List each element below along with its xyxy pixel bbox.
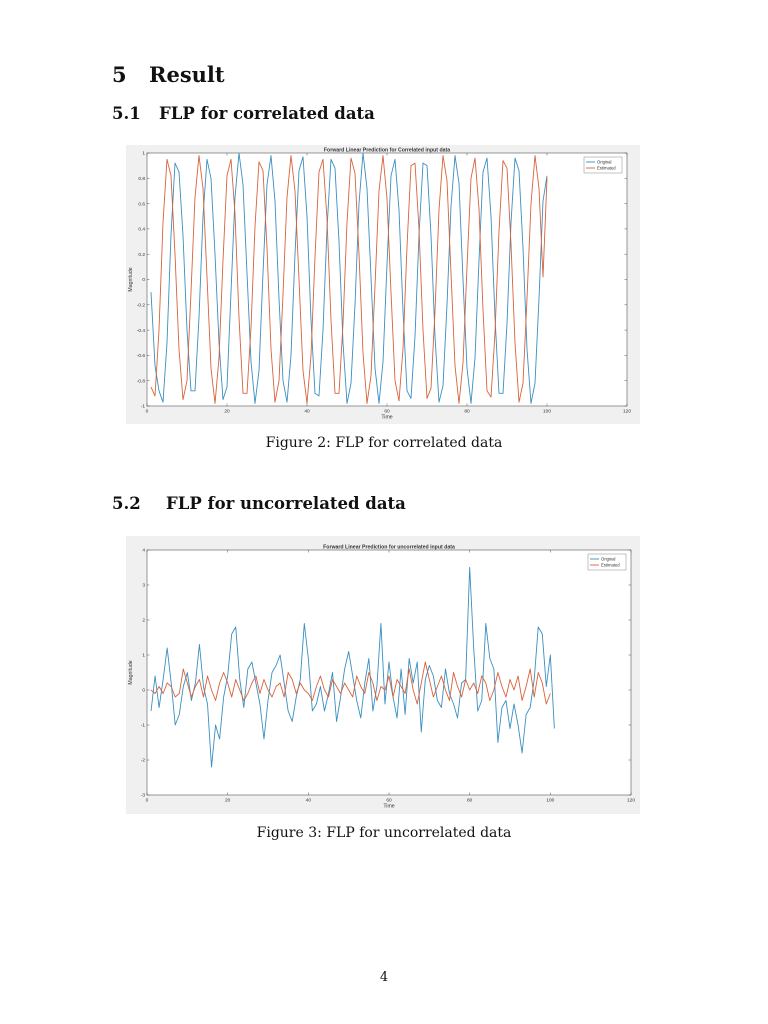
subsection-title: FLP for correlated data: [159, 104, 375, 123]
series-line-estimated: [150, 155, 548, 404]
plot-area: [146, 549, 632, 796]
y-tick-label: -0.8: [137, 378, 146, 384]
x-tick-label: 120: [627, 798, 635, 804]
y-tick-label: 0.4: [138, 227, 145, 233]
legend-entry: Estimated: [601, 563, 620, 568]
y-tick-label: 2: [142, 618, 145, 624]
subsection-number: 5.2: [112, 494, 141, 513]
y-tick-label: 3: [142, 583, 145, 589]
y-tick-label: 0.8: [138, 176, 145, 182]
subsection-heading-uncorrelated: 5.2 FLP for uncorrelated data: [112, 494, 406, 513]
section-title: Result: [149, 62, 225, 87]
y-tick-label: 0: [142, 277, 145, 283]
series-line-estimated: [150, 661, 551, 705]
x-axis-label: Time: [381, 415, 392, 421]
subsection-title: FLP for uncorrelated data: [166, 494, 406, 513]
x-tick-label: 20: [225, 798, 231, 804]
page-number: 4: [379, 970, 389, 985]
y-axis-label: Magnitude: [128, 660, 134, 684]
x-tick-label: 60: [386, 798, 392, 804]
figure-uncorrelated-chart: Forward Linear Prediction for uncorrelat…: [126, 536, 640, 814]
series-line-original: [150, 153, 548, 404]
y-tick-label: -0.4: [137, 328, 146, 334]
figure-caption: Figure 2: FLP for correlated data: [265, 435, 503, 451]
x-tick-label: 0: [146, 798, 149, 804]
y-tick-label: 4: [142, 548, 145, 554]
chart-correlated: Forward Linear Prediction for Correlated…: [128, 148, 631, 421]
y-tick-label: -1: [141, 723, 146, 729]
legend-entry: Original: [601, 557, 615, 562]
y-tick-label: -3: [141, 793, 146, 799]
x-tick-label: 40: [304, 409, 310, 415]
x-tick-label: 20: [224, 409, 230, 415]
y-tick-label: -2: [141, 758, 146, 764]
legend-entry: Original: [597, 160, 611, 165]
chart-title: Forward Linear Prediction for uncorrelat…: [323, 545, 455, 551]
y-tick-label: -1: [141, 404, 146, 410]
x-tick-label: 0: [146, 409, 149, 415]
chart-uncorrelated: Forward Linear Prediction for uncorrelat…: [128, 545, 635, 810]
x-tick-label: 80: [464, 409, 470, 415]
y-tick-label: -0.2: [137, 303, 146, 309]
y-tick-label: 1: [142, 653, 145, 659]
y-tick-label: 1: [142, 151, 145, 157]
legend-entry: Estimated: [597, 166, 616, 171]
y-tick-label: -0.6: [137, 353, 146, 359]
figure-correlated-chart: Forward Linear Prediction for Correlated…: [126, 145, 640, 424]
x-axis-label: Time: [383, 804, 394, 810]
figure-caption: Figure 3: FLP for uncorrelated data: [256, 825, 512, 841]
plot-area: [146, 152, 628, 407]
subsection-heading-correlated: 5.1 FLP for correlated data: [112, 104, 375, 123]
y-tick-label: 0.6: [138, 201, 145, 207]
x-tick-label: 100: [543, 409, 551, 415]
x-tick-label: 40: [306, 798, 312, 804]
chart-title: Forward Linear Prediction for Correlated…: [324, 148, 450, 154]
x-tick-label: 120: [623, 409, 631, 415]
section-heading-result: 5 Result: [112, 62, 225, 87]
series-line-original: [150, 567, 555, 768]
y-tick-label: 0: [142, 688, 145, 694]
x-tick-label: 100: [546, 798, 554, 804]
x-tick-label: 80: [467, 798, 473, 804]
y-axis-label: Magnitude: [128, 267, 134, 291]
section-number: 5: [112, 62, 127, 87]
y-tick-label: 0.2: [138, 252, 145, 258]
x-tick-label: 60: [384, 409, 390, 415]
subsection-number: 5.1: [112, 104, 141, 123]
